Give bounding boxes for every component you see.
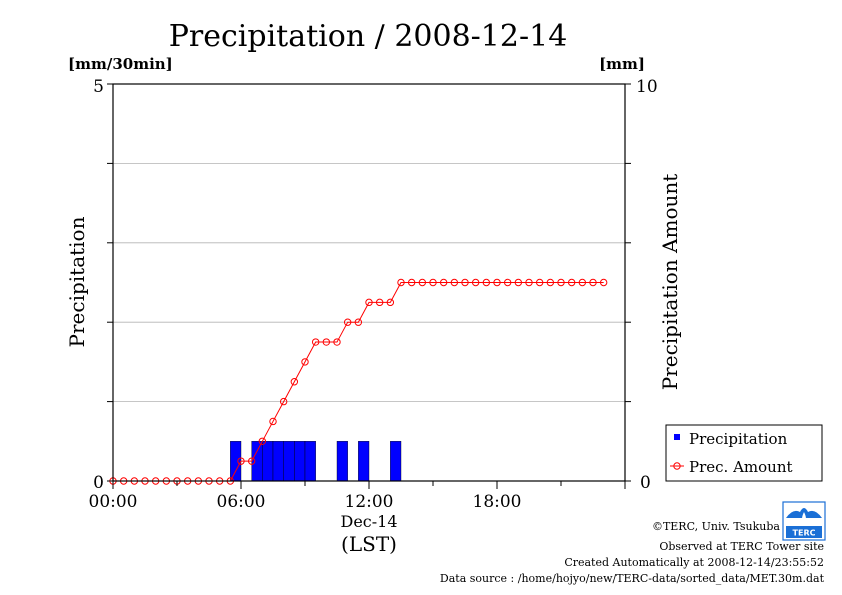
prec-amount-point — [343, 318, 352, 326]
prec-amount-point — [333, 338, 341, 346]
precipitation-bar — [304, 441, 316, 482]
logo-drop-icon — [802, 512, 806, 524]
grid-lines — [113, 162, 625, 403]
prec-amount-point — [471, 278, 480, 287]
precipitation-bar — [294, 441, 306, 482]
legend-amount-label: Prec. Amount — [689, 458, 793, 476]
prec-amount-point — [258, 437, 267, 445]
legend-box — [665, 424, 823, 482]
x-tick-1200: 12:00 — [345, 492, 394, 512]
prec-amount-point — [599, 278, 608, 287]
footer-observed: Observed at TERC Tower site — [659, 540, 824, 553]
prec-amount-point — [461, 278, 469, 287]
precipitation-bar — [336, 441, 348, 482]
axis-ticks — [107, 83, 631, 489]
left-axis-unit: [mm/30min] — [68, 55, 173, 73]
prec-amount-point — [514, 278, 523, 287]
prec-amount-point — [290, 378, 299, 386]
prec-amount-point — [439, 278, 448, 287]
prec-amount-point — [365, 298, 373, 307]
x-tick-0600: 06:00 — [217, 492, 266, 512]
prec-amount-point — [386, 298, 395, 307]
prec-amount-point — [503, 278, 512, 287]
right-tick-min: 0 — [640, 473, 651, 493]
x-axis-label: (LST) — [341, 532, 397, 556]
x-date-label: Dec-14 — [340, 512, 397, 531]
precipitation-bar — [251, 441, 263, 482]
prec-amount-point — [418, 278, 427, 287]
right-tick-max: 10 — [636, 77, 658, 97]
legend-precipitation-swatch — [674, 434, 680, 440]
prec-amount-point — [578, 278, 587, 287]
precipitation-bar — [262, 441, 274, 482]
prec-amount-point — [397, 278, 405, 287]
prec-amount-point — [237, 457, 245, 465]
left-tick-max: 5 — [93, 77, 104, 97]
prec-amount-point — [525, 278, 533, 287]
precipitation-bar — [358, 441, 370, 482]
prec-amount-point — [567, 278, 576, 287]
logo-text: TERC — [793, 529, 816, 538]
x-tick-1800: 18:00 — [473, 492, 522, 512]
chart-title: Precipitation / 2008-12-14 — [169, 19, 568, 54]
prec-amount-point — [493, 278, 501, 287]
legend-precipitation-label: Precipitation — [689, 430, 788, 448]
prec-amount-point — [429, 278, 437, 287]
prec-amount-point — [375, 298, 384, 307]
prec-amount-point — [482, 278, 491, 287]
prec-amount-point — [557, 278, 565, 287]
prec-amount-point — [407, 278, 416, 287]
footer-copyright: ©TERC, Univ. Tsukuba — [652, 520, 780, 533]
prec-amount-point — [269, 417, 277, 426]
prec-amount-point — [247, 457, 256, 465]
prec-amount-point — [354, 318, 363, 326]
x-tick-0000: 00:00 — [89, 492, 138, 512]
prec-amount-point — [301, 358, 309, 366]
precipitation-bars — [230, 441, 402, 482]
prec-amount-point — [589, 278, 597, 287]
prec-amount-point — [450, 278, 459, 287]
logo-band — [786, 526, 822, 538]
footer-source: Data source : /home/hojyo/new/TERC-data/… — [440, 572, 825, 585]
terc-logo: TERC — [782, 501, 826, 541]
precipitation-bar — [283, 441, 295, 482]
prec-amount-point — [311, 338, 320, 346]
precipitation-bar — [272, 441, 284, 482]
left-tick-min: 0 — [93, 473, 104, 493]
footer-created: Created Automatically at 2008-12-14/23:5… — [564, 556, 824, 569]
precipitation-bar — [390, 441, 402, 482]
legend-amount-marker — [673, 462, 681, 470]
precipitation-bar — [230, 441, 242, 482]
legend: Precipitation Prec. Amount — [665, 424, 823, 482]
prec-amount-point — [322, 338, 331, 346]
right-axis-title: Precipitation Amount — [658, 174, 682, 391]
right-axis-unit: [mm] — [599, 55, 645, 73]
prec-amount-point — [535, 278, 544, 287]
prec-amount-point — [546, 278, 555, 287]
left-axis-title: Precipitation — [65, 216, 89, 347]
prec-amount-point — [279, 397, 288, 406]
